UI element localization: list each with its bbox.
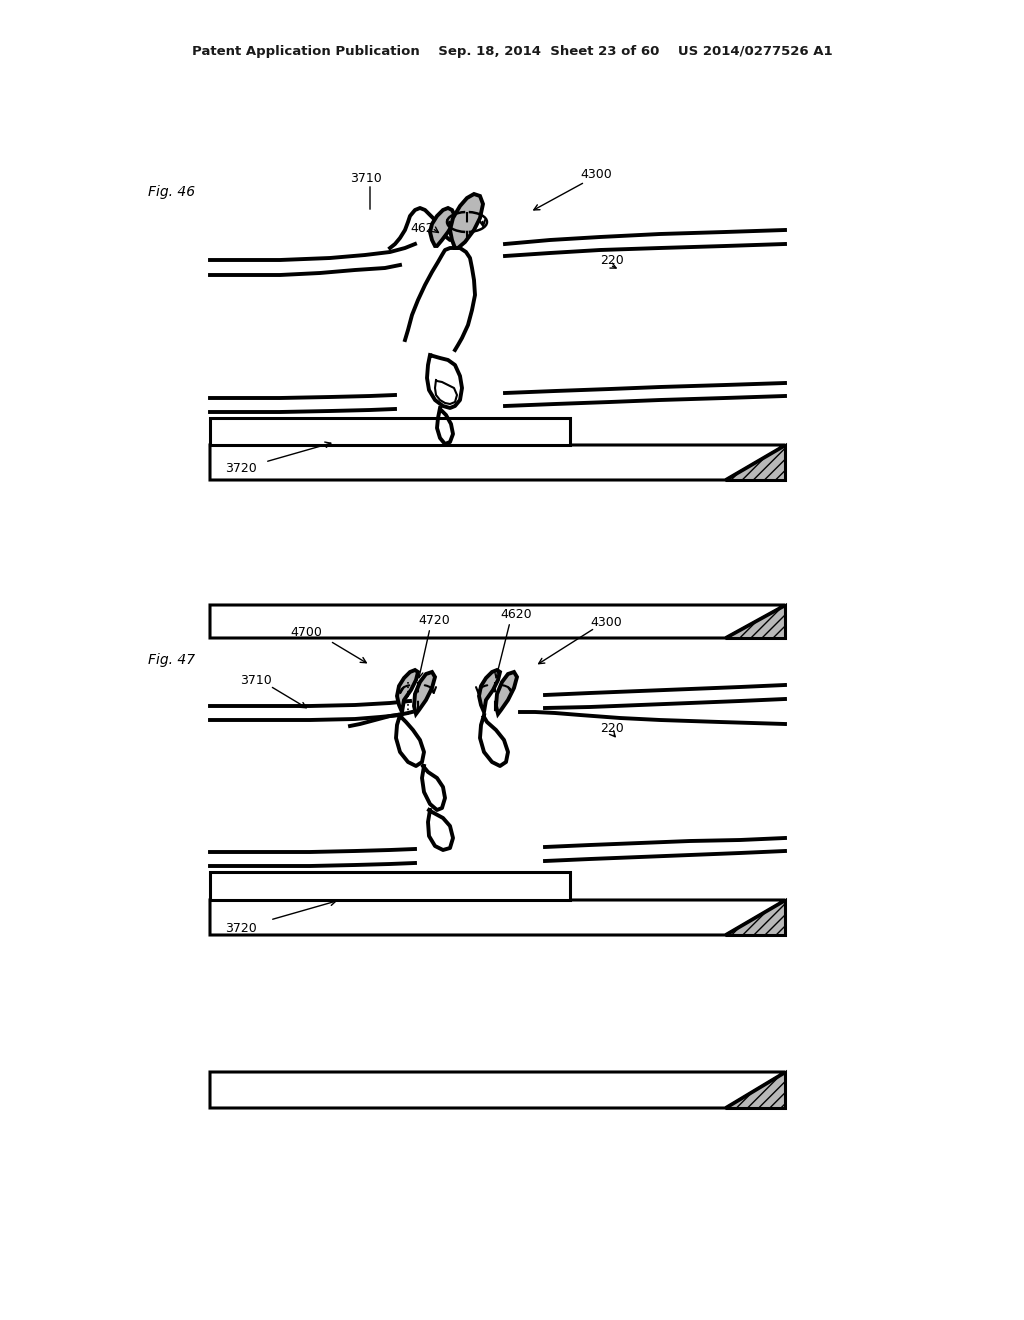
- Text: 4300: 4300: [580, 169, 611, 181]
- Polygon shape: [479, 671, 500, 711]
- Polygon shape: [414, 672, 435, 714]
- Polygon shape: [397, 671, 418, 711]
- Text: Fig. 46: Fig. 46: [148, 185, 196, 199]
- Text: 4700: 4700: [290, 627, 322, 639]
- Text: 4300: 4300: [590, 615, 622, 628]
- Text: 220: 220: [600, 722, 624, 734]
- Text: Patent Application Publication    Sep. 18, 2014  Sheet 23 of 60    US 2014/02775: Patent Application Publication Sep. 18, …: [191, 45, 833, 58]
- Text: 220: 220: [600, 253, 624, 267]
- Polygon shape: [725, 900, 785, 935]
- Text: Fig. 47: Fig. 47: [148, 653, 196, 667]
- Text: 3710: 3710: [240, 673, 271, 686]
- Polygon shape: [210, 445, 785, 480]
- Text: 4720: 4720: [418, 614, 450, 627]
- Text: 4620: 4620: [500, 607, 531, 620]
- Polygon shape: [725, 445, 785, 480]
- Polygon shape: [210, 900, 785, 935]
- Text: 3720: 3720: [225, 921, 257, 935]
- Polygon shape: [725, 605, 785, 638]
- Polygon shape: [210, 605, 785, 638]
- Text: 3710: 3710: [350, 172, 382, 185]
- Text: 3720: 3720: [225, 462, 257, 474]
- Polygon shape: [725, 1072, 785, 1107]
- Polygon shape: [210, 873, 570, 900]
- Polygon shape: [430, 209, 455, 246]
- Polygon shape: [496, 672, 517, 714]
- Polygon shape: [450, 194, 483, 248]
- Polygon shape: [210, 1072, 785, 1107]
- Polygon shape: [210, 418, 570, 445]
- Text: 4620: 4620: [410, 222, 441, 235]
